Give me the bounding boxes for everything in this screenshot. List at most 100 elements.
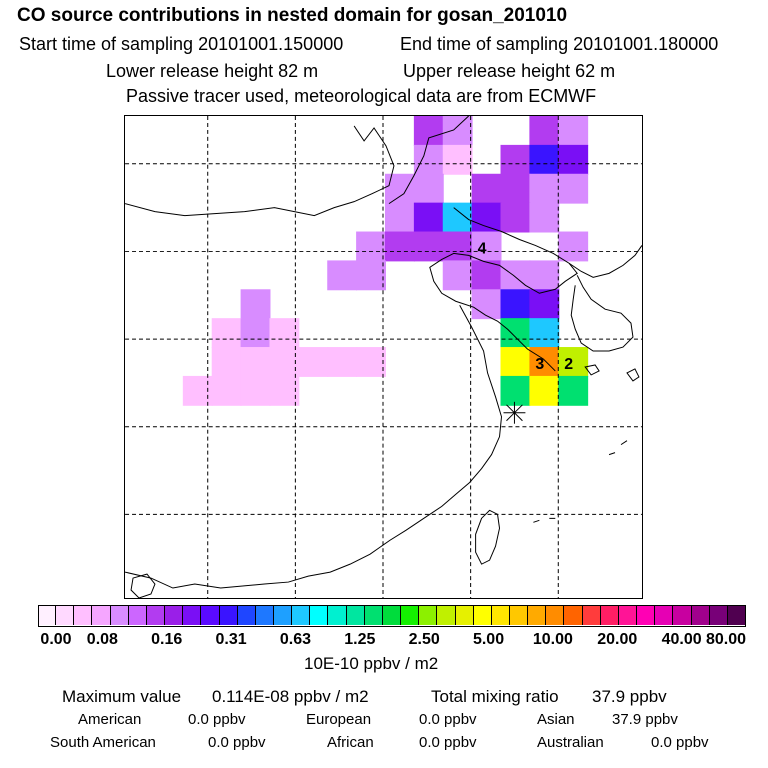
colorbar-swatch (347, 605, 365, 625)
source-value: 0.0 ppbv (419, 711, 477, 728)
colorbar-tick-label: 1.25 (344, 631, 376, 648)
plume-cell (500, 318, 531, 349)
plume-cell (529, 347, 560, 377)
plume-cell (413, 231, 444, 262)
colorbar-swatch (528, 605, 546, 625)
total-mixing-label: Total mixing ratio (431, 687, 559, 706)
colorbar-swatch (456, 605, 474, 625)
end-time: End time of sampling 20101001.180000 (400, 34, 719, 54)
plume-cell (240, 289, 271, 320)
colorbar-tick-label: 0.00 (40, 631, 72, 648)
coastline-north (125, 125, 395, 217)
colorbar-swatch (601, 605, 619, 625)
grid-lines (125, 116, 642, 598)
station-labels: 4 3 2 (478, 240, 574, 373)
plume-cell (269, 375, 300, 406)
plume-cell (558, 347, 589, 377)
colorbar-swatch (510, 605, 528, 625)
plume-cell (269, 347, 300, 377)
plume-cell (327, 347, 358, 377)
start-time: Start time of sampling 20101001.150000 (19, 34, 344, 54)
jeju (584, 364, 600, 376)
receptor-marker (503, 401, 526, 424)
coastline-korea-south (570, 275, 634, 352)
plume-cell (298, 347, 329, 377)
station-label: 2 (564, 356, 573, 373)
source-name: South American (50, 734, 156, 751)
colorbar-swatch (220, 605, 238, 625)
colorbar-swatch (583, 605, 601, 625)
source-value: 0.0 ppbv (651, 734, 709, 751)
plume-cell (413, 144, 444, 175)
colorbar-swatch (38, 605, 56, 625)
colorbar-tick-label: 0.08 (86, 631, 118, 648)
plume-cell (442, 260, 473, 291)
plume-cell (529, 144, 560, 175)
plume-cell (558, 375, 589, 406)
colorbar (38, 605, 746, 627)
colorbar-swatch (56, 605, 74, 625)
source-name: American (78, 711, 142, 728)
source-value: 37.9 ppbv (612, 711, 678, 728)
kyushu (626, 368, 640, 382)
plume-cell (471, 173, 502, 204)
taiwan (475, 509, 501, 565)
plume-cell (442, 116, 473, 146)
colorbar-swatch (710, 605, 728, 625)
coastline-korea (568, 245, 642, 278)
colorbar-swatch (474, 605, 492, 625)
plume-cell (240, 375, 271, 406)
plume-cell (500, 202, 531, 233)
colorbar-tick-label: 0.63 (279, 631, 312, 648)
colorbar-swatch (274, 605, 292, 625)
colorbar-swatch (292, 605, 310, 625)
plume-cell (500, 144, 531, 175)
ryukyu (533, 440, 628, 523)
plume-cell (356, 260, 386, 291)
colorbar-swatch (419, 605, 437, 625)
plume-cell (500, 347, 531, 377)
colorbar-tick-label: 0.16 (151, 631, 183, 648)
station-label: 4 (478, 240, 487, 257)
plume-cell (269, 318, 300, 349)
colorbar-tick-label: 20.00 (597, 631, 638, 648)
marker-layer (503, 401, 526, 424)
plume-cell (500, 173, 531, 204)
hainan (130, 573, 156, 598)
plume-cell (471, 260, 502, 291)
colorbar-swatch (437, 605, 456, 625)
plume-cell (240, 347, 271, 377)
source-name: European (306, 711, 372, 728)
plume-cell (529, 318, 560, 349)
plume-cell (558, 144, 589, 175)
colorbar-tick-label: 0.31 (215, 631, 247, 648)
plume-cell (442, 202, 473, 233)
plume-cell (529, 260, 560, 291)
max-value: 0.114E-08 ppbv / m2 (212, 687, 369, 706)
plume-cell (413, 173, 444, 204)
colorbar-swatch (129, 605, 147, 625)
plume-cell (558, 173, 589, 204)
colorbar-swatch (328, 605, 347, 625)
colorbar-swatch (92, 605, 111, 625)
plume-cell (182, 375, 213, 406)
plume-cell (529, 289, 560, 320)
plume-cell (384, 202, 415, 233)
colorbar-swatch (111, 605, 129, 625)
colorbar-swatch (655, 605, 673, 625)
plume-cell (384, 231, 415, 262)
upper-release-height: Upper release height 62 m (403, 61, 616, 81)
plume-cell (211, 318, 242, 349)
plume-cell (413, 116, 444, 146)
plume-cell (500, 289, 531, 320)
map-plot: 4 3 2 (124, 115, 643, 599)
tracer-note: Passive tracer used, meteorological data… (126, 86, 597, 106)
source-value: 0.0 ppbv (188, 711, 246, 728)
coastline-northeast (388, 116, 469, 205)
colorbar-tick-label: 80.00 (705, 631, 747, 648)
colorbar-tick-label: 5.00 (472, 631, 505, 648)
lower-release-height: Lower release height 82 m (106, 61, 319, 81)
colorbar-tick-label: 10.00 (532, 631, 573, 648)
colorbar-swatch (165, 605, 183, 625)
plume-cell (529, 375, 560, 406)
